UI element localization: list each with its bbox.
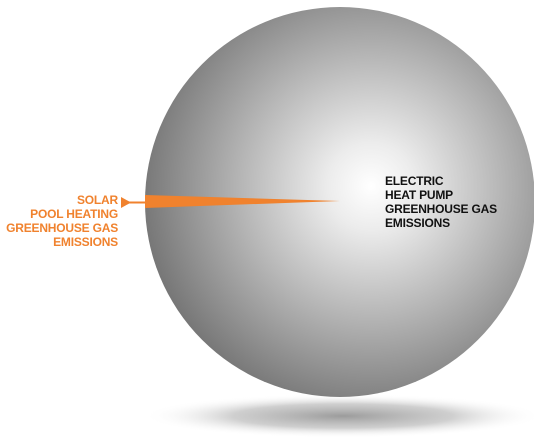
electric-label-line: ELECTRIC — [385, 174, 444, 188]
electric-label-line: HEAT PUMP — [385, 188, 453, 202]
electric-label-line: GREENHOUSE GAS — [385, 202, 497, 216]
electric-label-line: EMISSIONS — [385, 216, 450, 230]
solar-emissions-label: SOLAR POOL HEATING GREENHOUSE GAS EMISSI… — [0, 193, 118, 249]
sphere-floor-shadow — [143, 394, 534, 438]
solar-emissions-wedge — [145, 195, 340, 208]
solar-label-line: POOL HEATING — [30, 207, 118, 221]
electric-emissions-sphere — [145, 7, 534, 397]
electric-emissions-label: ELECTRIC HEAT PUMP GREENHOUSE GAS EMISSI… — [385, 174, 525, 230]
solar-label-line: GREENHOUSE GAS — [6, 221, 118, 235]
solar-label-line: EMISSIONS — [53, 235, 118, 249]
solar-arrow-pointer — [121, 197, 131, 208]
solar-label-line: SOLAR — [76, 193, 118, 207]
